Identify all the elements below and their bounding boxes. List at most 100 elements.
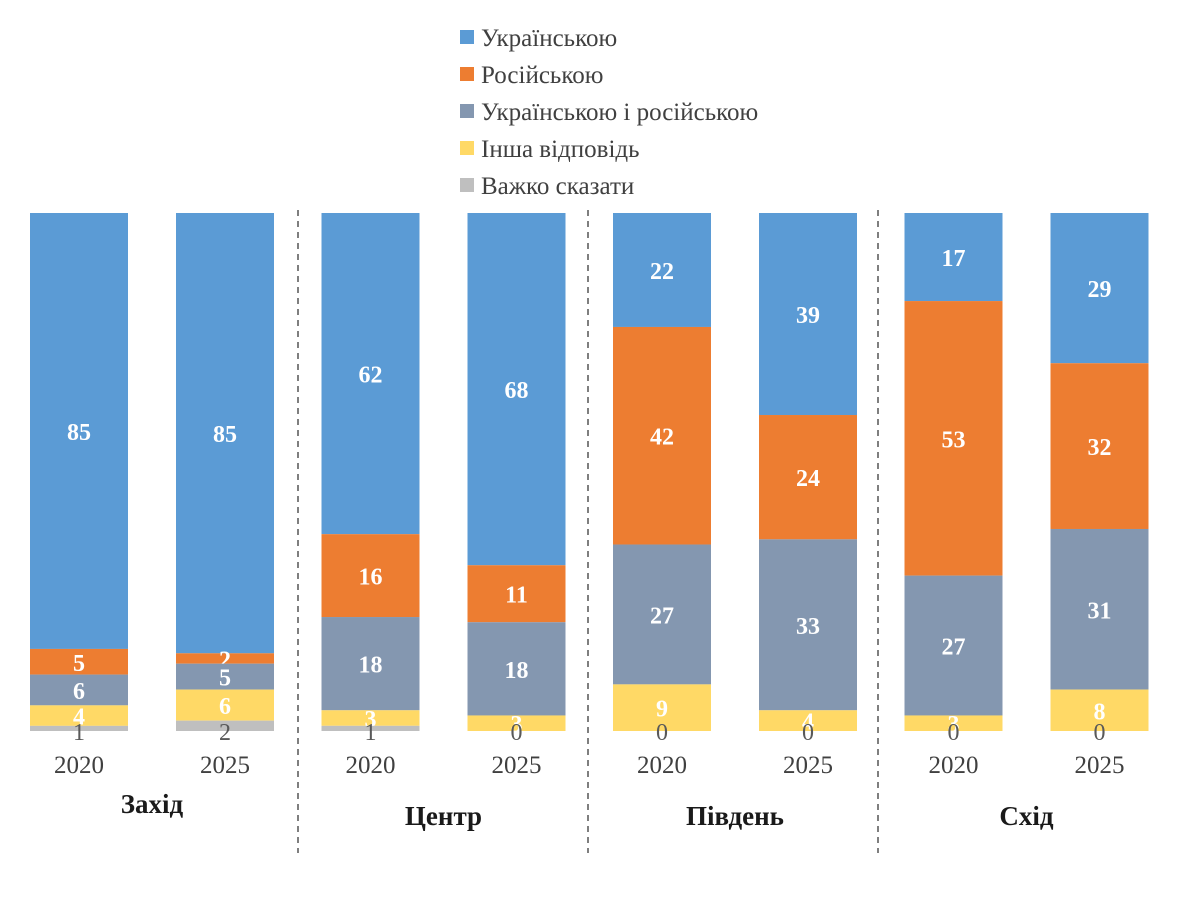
year-label-1-0: 2020 xyxy=(346,752,396,779)
axis-labels: 2020 2025 Захід 2020 2025 Центр 2020 2025 Півден… xyxy=(54,752,1125,831)
region-label-2: Південь xyxy=(686,801,784,831)
value-label-0-1-2: 5 xyxy=(219,666,231,692)
legend-label-4: Важко сказати xyxy=(481,173,634,200)
legend-label-0: Українською xyxy=(481,25,617,52)
value-label-3-1-1: 32 xyxy=(1088,435,1112,461)
bar-segment-0-1-3 xyxy=(176,689,274,721)
value-label-3-1-0: 29 xyxy=(1088,277,1112,303)
value-label-0-1-3: 6 xyxy=(219,694,231,720)
value-label-0-1-4: 2 xyxy=(219,720,231,746)
legend-swatch-4 xyxy=(460,178,474,192)
value-label-1-1-4: 0 xyxy=(511,720,523,746)
legend-swatch-0 xyxy=(460,30,474,44)
value-label-2-1-4: 0 xyxy=(802,720,814,746)
legend-label-3: Інша відповідь xyxy=(481,136,640,163)
legend-swatch-1 xyxy=(460,67,474,81)
bar-segment-2-0-1 xyxy=(613,326,711,545)
value-label-3-0-2: 27 xyxy=(942,635,966,661)
bar-segment-3-1-2 xyxy=(1050,528,1149,690)
bar-area: 8556418525626216183168111830224227903924… xyxy=(30,213,1149,746)
bar-3-0: 17 53 27 30 xyxy=(904,213,1003,746)
bar-segment-1-1-1 xyxy=(467,565,566,623)
legend-swatch-2 xyxy=(460,104,474,118)
value-label-3-0-0: 17 xyxy=(942,246,966,272)
value-label-1-1-0: 68 xyxy=(505,378,529,404)
value-label-1-1-2: 18 xyxy=(505,658,529,684)
bar-segment-2-1-0 xyxy=(759,213,857,416)
value-label-3-1-4: 0 xyxy=(1094,720,1106,746)
value-label-1-1-3: 3 xyxy=(511,712,523,738)
year-label-2-1: 2025 xyxy=(783,752,833,779)
region-separators xyxy=(297,210,879,853)
value-label-0-1-0: 85 xyxy=(213,422,237,448)
bar-segment-3-0-1 xyxy=(904,301,1003,576)
value-label-3-0-1: 53 xyxy=(942,427,966,453)
bar-segment-3-0-2 xyxy=(904,575,1003,716)
bar-3-1: 29 32 31 80 xyxy=(1050,213,1149,746)
value-label-1-1-1: 11 xyxy=(505,583,528,609)
bar-segment-3-1-1 xyxy=(1050,363,1149,529)
bar-segment-3-0-0 xyxy=(904,213,1003,302)
value-label-2-1-0: 39 xyxy=(796,303,820,329)
bar-segment-1-1-3 xyxy=(467,715,566,731)
region-label-3: Схід xyxy=(999,801,1054,831)
bar-segment-3-1-0 xyxy=(1050,213,1149,364)
region-label-1: Центр xyxy=(405,801,482,831)
value-label-1-0-4: 1 xyxy=(365,720,377,746)
year-label-3-0: 2020 xyxy=(929,752,979,779)
value-label-2-1-1: 24 xyxy=(796,466,820,492)
value-label-2-0-1: 42 xyxy=(650,425,674,451)
bar-segment-1-0-2 xyxy=(321,617,420,711)
legend-label-2: Українською і російською xyxy=(481,99,758,126)
value-label-3-0-4: 0 xyxy=(948,720,960,746)
bar-segment-0-0-3 xyxy=(30,705,128,726)
bar-segment-1-1-2 xyxy=(467,622,566,716)
value-label-3-1-3: 8 xyxy=(1094,699,1106,725)
bar-segment-1-1-0 xyxy=(467,213,566,566)
bar-segment-2-0-3 xyxy=(613,684,711,731)
value-label-2-0-2: 27 xyxy=(650,603,674,629)
year-label-2-0: 2020 xyxy=(637,752,687,779)
chart-legend: Українською Російською Українською і росій… xyxy=(460,25,758,200)
value-label-3-0-3: 3 xyxy=(948,712,960,738)
value-label-1-0-2: 18 xyxy=(359,653,383,679)
bar-segment-2-1-2 xyxy=(759,539,857,711)
bar-segment-2-0-0 xyxy=(613,213,711,327)
value-label-1-0-0: 62 xyxy=(359,363,383,389)
region-label-0: Захід xyxy=(121,789,184,819)
bar-1-1: 68 11 18 30 xyxy=(467,213,566,746)
bar-2-1: 39 24 33 40 xyxy=(759,213,857,746)
value-label-0-0-2: 6 xyxy=(73,679,85,705)
value-label-2-1-2: 33 xyxy=(796,614,820,640)
bar-segment-1-0-4 xyxy=(321,725,420,731)
year-label-0-1: 2025 xyxy=(200,752,250,779)
bar-segment-0-0-4 xyxy=(30,725,128,731)
bar-segment-2-1-3 xyxy=(759,710,857,731)
bar-segment-0-0-0 xyxy=(30,213,128,649)
bar-segment-0-1-1 xyxy=(176,653,274,664)
bar-segment-0-1-0 xyxy=(176,213,274,654)
value-label-2-0-0: 22 xyxy=(650,259,674,285)
bar-segment-0-1-2 xyxy=(176,663,274,690)
bar-segment-1-0-0 xyxy=(321,213,420,535)
bar-segment-0-0-1 xyxy=(30,648,128,675)
bar-segment-1-0-1 xyxy=(321,534,420,618)
bar-segment-2-0-2 xyxy=(613,544,711,685)
value-label-2-0-4: 0 xyxy=(656,720,668,746)
bar-segment-3-1-3 xyxy=(1050,689,1149,731)
value-label-0-0-0: 85 xyxy=(67,420,91,446)
bar-2-0: 22 42 27 90 xyxy=(613,213,711,746)
year-label-0-0: 2020 xyxy=(54,752,104,779)
bar-segment-0-0-2 xyxy=(30,674,128,706)
value-label-0-0-3: 4 xyxy=(73,705,85,731)
legend-swatch-3 xyxy=(460,141,474,155)
year-label-3-1: 2025 xyxy=(1075,752,1125,779)
bar-segment-3-0-3 xyxy=(904,715,1003,731)
bar-segment-2-1-1 xyxy=(759,415,857,540)
value-label-2-0-3: 9 xyxy=(656,697,668,723)
year-label-1-1: 2025 xyxy=(492,752,542,779)
